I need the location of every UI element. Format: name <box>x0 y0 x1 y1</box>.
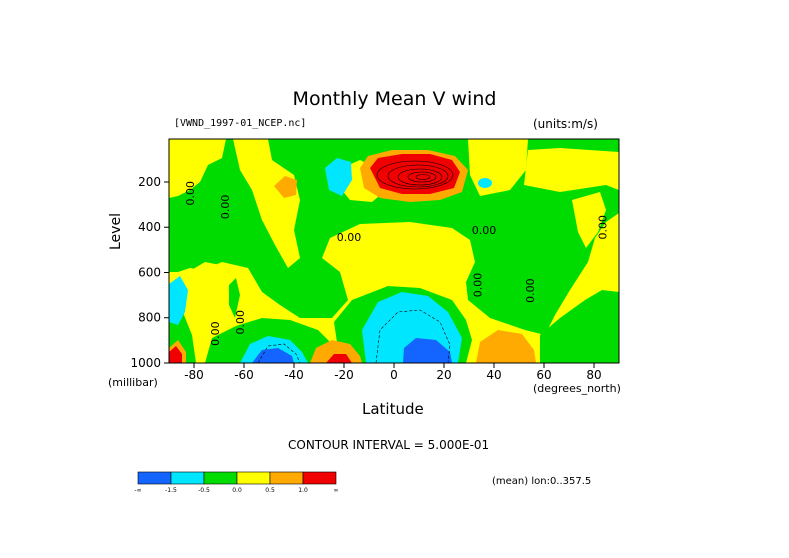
y-axis: 200 400 600 800 1000 <box>130 175 169 370</box>
x-tick-label: 80 <box>586 368 601 382</box>
source-file-label: [VWND_1997-01_NCEP.nc] <box>174 118 307 129</box>
region-moderate-positive-south <box>310 340 362 363</box>
colorbar-swatch <box>302 471 337 485</box>
region-weak-negative-sliver <box>229 278 240 318</box>
region-strong-positive-edge <box>169 346 182 363</box>
y-tick-label: 1000 <box>130 356 161 370</box>
colorbar-label: ∞ <box>334 487 339 494</box>
jet-contour-lines <box>376 160 454 190</box>
contour-value-label: 0.00 <box>184 181 197 206</box>
contour-value-label: 0.00 <box>472 224 497 237</box>
x-axis: -80 -60 -40 -20 0 20 40 60 80 <box>184 363 602 382</box>
contour-value-label: 0.00 <box>524 278 537 303</box>
colorbar-label: -1.5 <box>165 487 177 494</box>
contour-field <box>169 139 619 363</box>
region-weak-positive-intrusion-left <box>233 139 300 268</box>
colorbar-swatch <box>170 471 205 485</box>
region-moderate-negative-dot <box>478 178 492 188</box>
region-moderate-positive-upper <box>274 176 297 198</box>
colorbar-swatch <box>236 471 271 485</box>
region-moderate-negative-upper <box>325 158 352 196</box>
contour-interval-text: CONTOUR INTERVAL = 5.000E-01 <box>288 438 490 452</box>
contour-value-label: 0.00 <box>209 321 222 346</box>
y-axis-unit: (millibar) <box>108 376 158 389</box>
contour-value-label: 0.00 <box>219 195 232 220</box>
averaging-note: (mean) lon:0..357.5 <box>492 476 592 487</box>
x-tick-label: -40 <box>284 368 304 382</box>
x-tick-label: 40 <box>486 368 501 382</box>
region-strong-negative-center <box>403 338 452 363</box>
x-axis-title: Latitude <box>362 400 424 418</box>
colorbar-swatch <box>269 471 304 485</box>
region-weak-positive-intrusion-upper <box>169 139 226 198</box>
region-weak-positive-intrusion-farright <box>572 192 606 248</box>
region-strong-positive-jet <box>370 154 460 194</box>
region-strong-negative-south <box>252 348 294 363</box>
x-tick-label: -80 <box>184 368 204 382</box>
y-tick-label: 800 <box>138 311 161 325</box>
colorbar-label: -0.5 <box>198 487 210 494</box>
colorbar-label: 0.0 <box>232 487 242 494</box>
region-moderate-negative-edge <box>169 276 188 325</box>
colorbar-label: -∞ <box>134 487 141 494</box>
x-tick-label: 0 <box>390 368 398 382</box>
colorbar-label: 0.5 <box>265 487 275 494</box>
colorbar-swatch <box>137 471 172 485</box>
x-axis-unit: (degrees_north) <box>533 382 621 395</box>
region-strong-positive-south <box>326 354 352 363</box>
y-tick-label: 400 <box>138 220 161 234</box>
contour-label-group: 0.00 0.00 0.00 0.00 0.00 0.00 0.00 0.00 0.00 <box>184 181 610 346</box>
colorbar-swatch <box>203 471 238 485</box>
contour-value-label: 0.00 <box>597 215 610 240</box>
y-tick-label: 600 <box>138 265 161 279</box>
colorbar: -∞ -1.5 -0.5 0.0 0.5 1.0 ∞ <box>134 471 339 494</box>
contour-value-label: 0.00 <box>337 231 362 244</box>
contour-value-label: 0.00 <box>234 310 247 335</box>
region-weak-negative-lower-right <box>540 290 619 363</box>
y-tick-label: 200 <box>138 175 161 189</box>
x-tick-label: -20 <box>334 368 354 382</box>
chart-title: Monthly Mean V wind <box>292 88 497 110</box>
negative-contour-lines <box>257 309 451 363</box>
x-tick-label: 60 <box>536 368 551 382</box>
units-label: (units:m/s) <box>533 117 598 131</box>
x-tick-label: -60 <box>234 368 254 382</box>
region-moderate-positive-north <box>476 330 536 363</box>
contour-value-label: 0.00 <box>472 273 485 298</box>
x-tick-label: 20 <box>436 368 451 382</box>
colorbar-label: 1.0 <box>298 487 308 494</box>
